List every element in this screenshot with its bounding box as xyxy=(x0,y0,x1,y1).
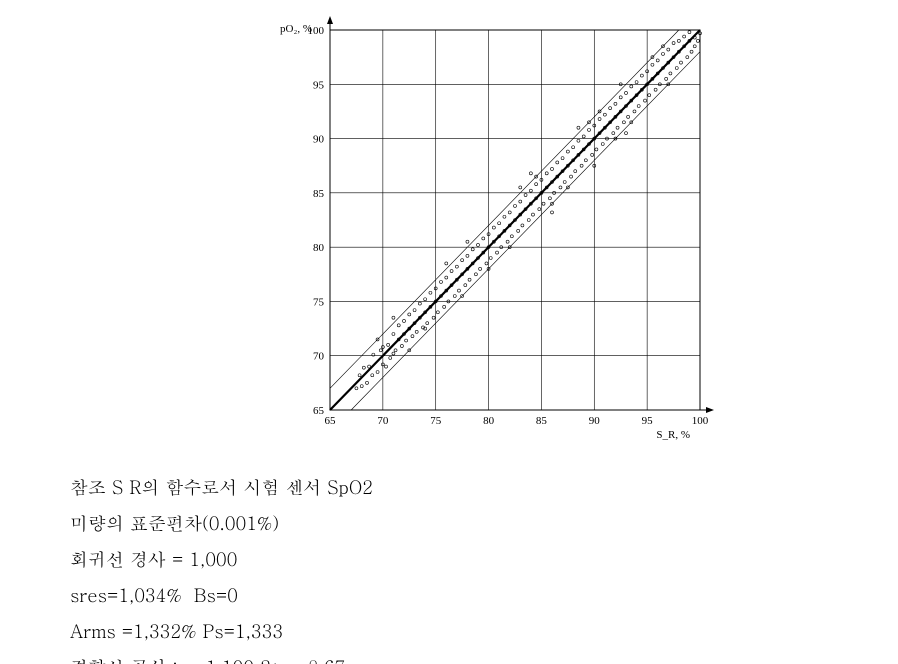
svg-text:80: 80 xyxy=(483,415,495,427)
svg-text:70: 70 xyxy=(377,415,389,427)
chart-svg: 6570758085909510065707580859095100SpO₂, … xyxy=(280,10,720,450)
scatter-chart: 6570758085909510065707580859095100SpO₂, … xyxy=(280,10,720,450)
svg-text:65: 65 xyxy=(313,405,325,417)
svg-text:70: 70 xyxy=(313,351,325,363)
caption-line-3: 회귀선 경사 = 1,000 xyxy=(70,542,770,578)
svg-text:90: 90 xyxy=(313,134,325,146)
caption-line-5: Arms =1,332% Ps=1,333 xyxy=(70,614,770,650)
svg-text:95: 95 xyxy=(313,79,325,91)
svg-text:75: 75 xyxy=(430,415,442,427)
svg-text:65: 65 xyxy=(325,415,337,427)
page: 6570758085909510065707580859095100SpO₂, … xyxy=(0,0,898,664)
svg-text:75: 75 xyxy=(313,296,325,308)
caption-line-2: 미량의 표준편차(0.001%) xyxy=(70,506,770,542)
svg-text:100: 100 xyxy=(692,415,709,427)
caption-line-1: 참조 S R의 함수로서 시험 센서 SpO2 xyxy=(70,470,770,506)
caption-line-6: 경향선 공식 : y=1,100 2*x -8.67 xyxy=(70,650,770,664)
svg-text:SpO₂, %: SpO₂, % xyxy=(280,23,312,35)
svg-text:85: 85 xyxy=(313,188,325,200)
svg-text:90: 90 xyxy=(589,415,601,427)
caption-block: 참조 S R의 함수로서 시험 센서 SpO2 미량의 표준편차(0.001%)… xyxy=(70,470,770,664)
svg-text:95: 95 xyxy=(642,415,654,427)
svg-text:S_R, %: S_R, % xyxy=(656,429,690,441)
svg-text:85: 85 xyxy=(536,415,548,427)
caption-line-4: sres=1,034% Bs=0 xyxy=(70,578,770,614)
svg-text:80: 80 xyxy=(313,242,325,254)
